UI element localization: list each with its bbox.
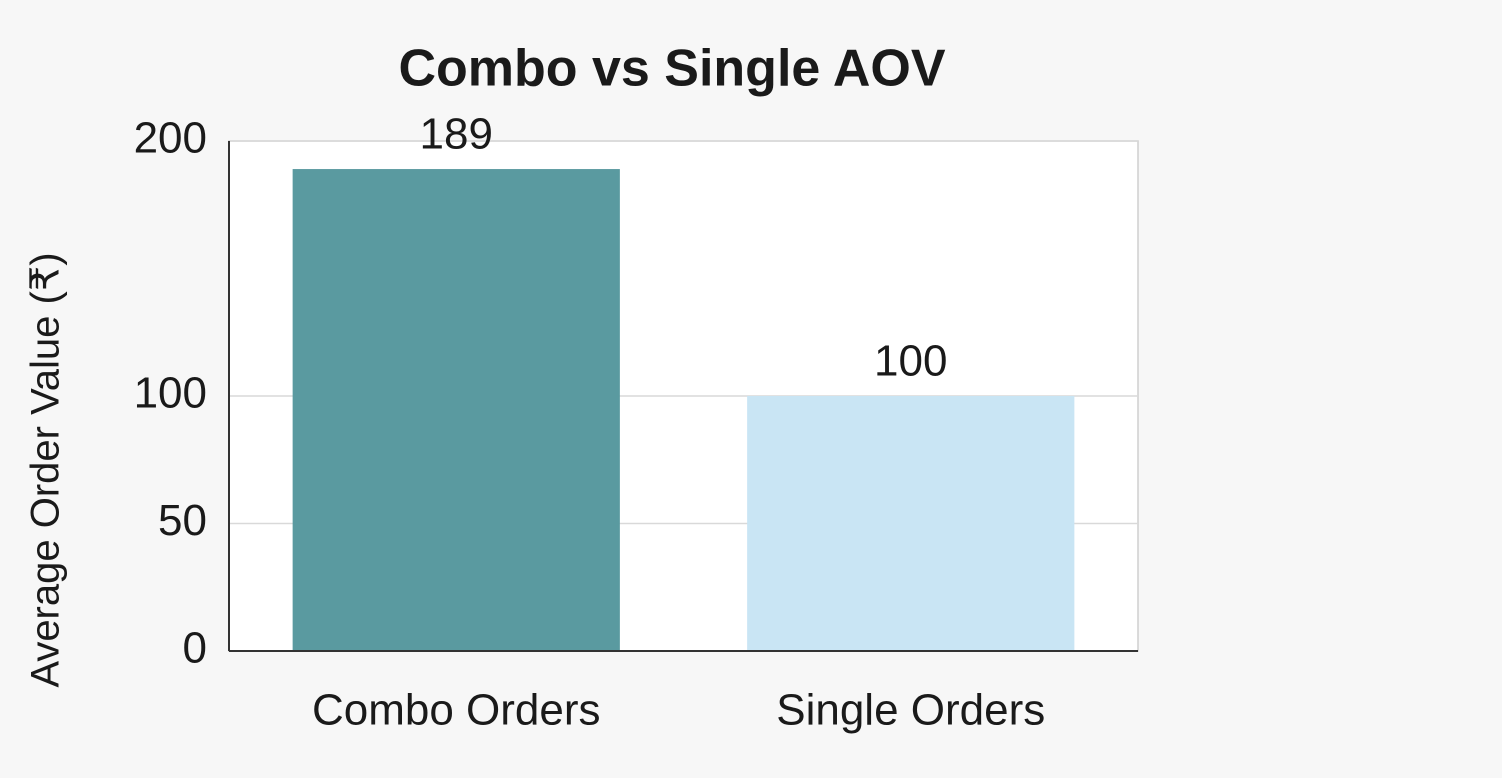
y-tick-label: 200	[134, 114, 207, 163]
y-axis-label: Average Order Value (₹)	[24, 252, 68, 687]
y-tick-label: 0	[183, 624, 207, 673]
chart-title: Combo vs Single AOV	[398, 40, 945, 98]
y-tick-label: 50	[158, 496, 207, 545]
y-tick-label: 100	[134, 369, 207, 418]
x-tick-label: Combo Orders	[312, 686, 601, 735]
bar	[747, 396, 1075, 651]
bar	[292, 169, 620, 652]
data-label: 100	[874, 337, 947, 386]
data-label: 189	[420, 110, 493, 159]
x-tick-label: Single Orders	[776, 686, 1045, 735]
